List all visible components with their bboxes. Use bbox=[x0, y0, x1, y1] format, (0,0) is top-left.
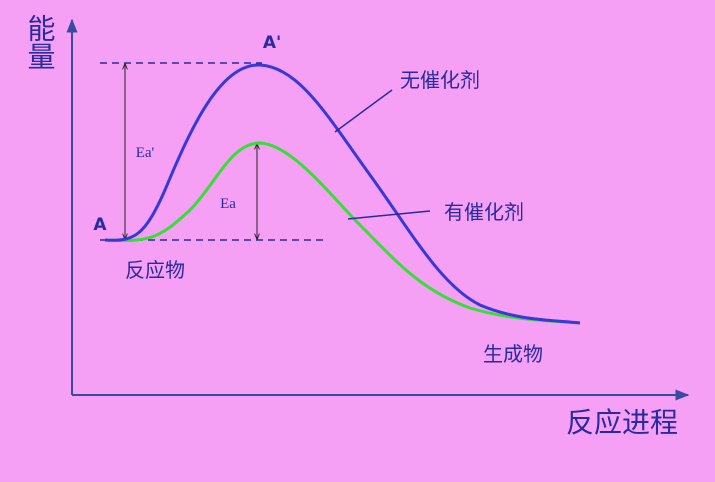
catalyzed-pointer bbox=[347, 210, 431, 220]
uncatalyzed-label: 无催化剂 bbox=[400, 68, 480, 92]
uncatalyzed-pointer bbox=[334, 89, 393, 133]
catalyzed-label: 有催化剂 bbox=[444, 200, 524, 224]
reactant-label: 反应物 bbox=[125, 258, 185, 282]
y-axis-label: 能量 bbox=[24, 14, 57, 70]
x-axis-label: 反应进程 bbox=[566, 406, 678, 439]
uncatalyzed-curve bbox=[104, 63, 581, 325]
product-label: 生成物 bbox=[483, 342, 543, 366]
catalyzed-curve bbox=[109, 141, 581, 325]
ea-prime-label: Ea' bbox=[136, 145, 155, 161]
ea-label: Ea bbox=[220, 196, 236, 212]
start-label: A bbox=[93, 215, 107, 235]
peak-label: A' bbox=[263, 33, 281, 53]
